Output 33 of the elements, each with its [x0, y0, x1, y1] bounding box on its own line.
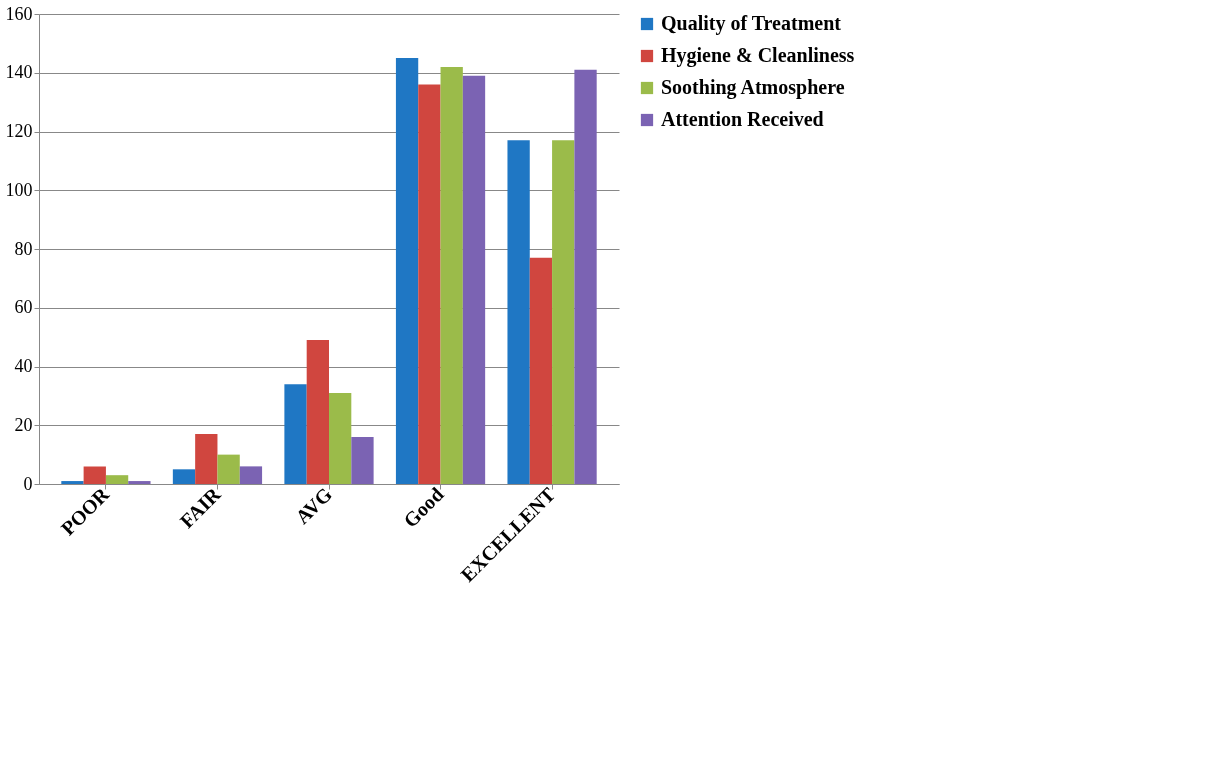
bar: [462, 75, 486, 484]
bar: [418, 84, 441, 484]
y-tick-label: 0: [23, 473, 33, 494]
bar: [351, 437, 374, 484]
legend-label: Quality of Treatment: [661, 12, 842, 35]
bar: [507, 140, 530, 484]
bar: [128, 481, 151, 484]
bar: [61, 481, 84, 484]
y-tick-label: 40: [14, 356, 33, 376]
bar: [329, 392, 352, 484]
bar: [552, 140, 575, 484]
bar: [195, 434, 218, 484]
bar: [284, 384, 307, 484]
legend-label: Soothing Atmosphere: [661, 76, 845, 99]
bar: [440, 66, 463, 484]
legend-label: Attention Received: [661, 108, 824, 130]
bar: [529, 257, 553, 484]
bar: [105, 475, 129, 484]
y-tick-label: 140: [5, 62, 33, 83]
y-tick-label: 120: [5, 121, 33, 141]
bar: [239, 466, 263, 484]
y-tick-label: 100: [5, 179, 33, 200]
legend-label: Hygiene & Cleanliness: [661, 44, 855, 67]
bar: [395, 58, 419, 484]
bar: [574, 69, 597, 484]
bar: [83, 466, 106, 484]
y-tick-label: 60: [14, 297, 33, 318]
y-tick-label: 160: [5, 3, 33, 24]
y-tick-label: 20: [14, 414, 33, 435]
bar: [172, 469, 196, 484]
y-tick-label: 80: [14, 238, 33, 259]
bar: [217, 454, 240, 484]
bar: [306, 340, 329, 484]
